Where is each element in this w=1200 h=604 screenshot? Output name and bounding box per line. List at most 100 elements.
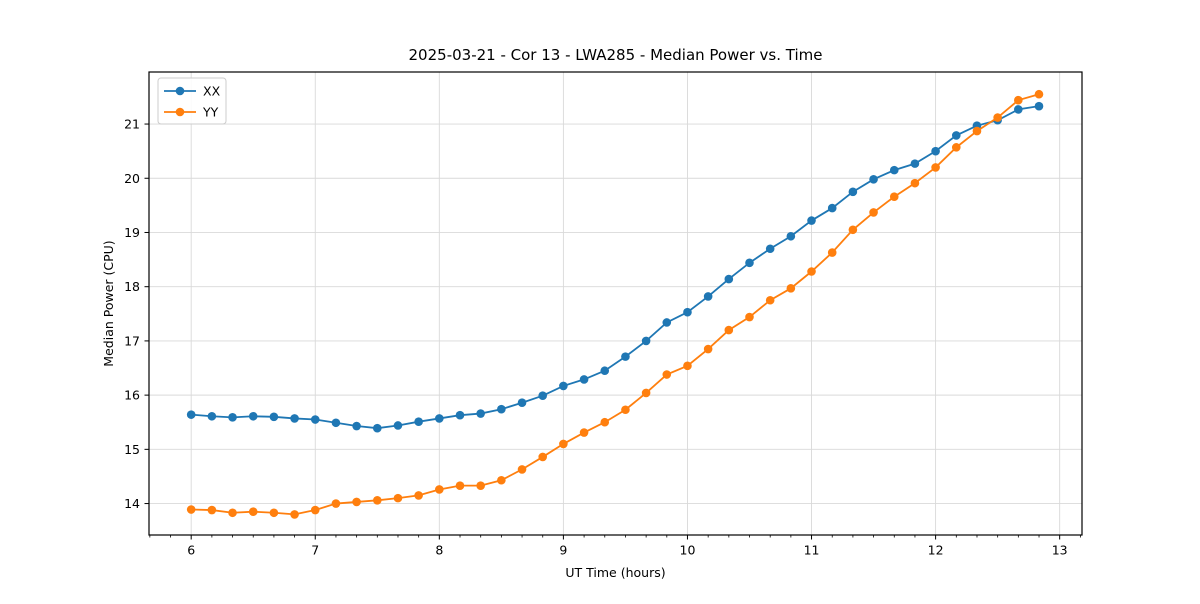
series-yy-point <box>352 497 361 507</box>
series-xx-point <box>765 244 775 254</box>
series-xx-point <box>393 421 403 430</box>
series-yy-point <box>269 508 279 518</box>
series-xx-point <box>827 203 837 213</box>
series-yy-point <box>455 481 465 490</box>
x-tick-label: 6 <box>187 543 195 558</box>
series-yy-point <box>910 178 920 188</box>
series-xx-point <box>538 391 548 400</box>
series-yy-point <box>517 465 527 474</box>
series-xx-point <box>517 398 527 408</box>
series-xx-point <box>807 216 816 225</box>
series-yy-point <box>972 126 982 136</box>
series-yy-point <box>703 344 713 354</box>
y-axis-label: Median Power (CPU) <box>101 240 116 366</box>
series-yy-point <box>290 510 299 519</box>
series-yy-point <box>228 508 237 518</box>
x-tick-label: 8 <box>435 543 443 558</box>
series-xx-point <box>1034 101 1044 111</box>
series-xx-line <box>191 105 1040 430</box>
y-tick-label: 17 <box>124 333 140 348</box>
x-tick-label: 9 <box>559 543 567 558</box>
series-yy-point <box>951 143 961 152</box>
series-xx-point <box>910 159 920 168</box>
series-xx-point <box>310 415 320 424</box>
series-yy-point <box>186 505 196 514</box>
series-yy-point <box>372 496 382 505</box>
series-yy-point <box>331 499 341 508</box>
series-yy-point <box>786 284 796 293</box>
y-tick-label: 14 <box>124 496 140 511</box>
series-xx-point <box>786 231 796 241</box>
series-xx-point <box>683 307 692 317</box>
x-tick-label: 12 <box>928 543 944 558</box>
series-yy-point <box>683 361 692 371</box>
series-xx-point <box>579 375 589 384</box>
series-yy-point <box>724 325 734 335</box>
series-xx-point <box>1014 105 1023 114</box>
series-yy-point <box>827 248 837 257</box>
series-yy-point <box>248 507 258 516</box>
series-yy-point <box>807 267 816 276</box>
series-yy-point <box>889 192 899 201</box>
series-yy-point <box>559 439 568 449</box>
x-tick-label: 13 <box>1052 543 1068 558</box>
series-yy-point <box>579 428 589 437</box>
series-xx-point <box>269 412 279 422</box>
series-yy-point <box>993 113 1002 122</box>
series-xx-point <box>186 410 196 419</box>
series-xx-point <box>662 318 672 327</box>
series-yy-point <box>641 388 651 398</box>
series-xx-point <box>207 411 217 421</box>
x-tick-label: 11 <box>804 543 820 558</box>
series-xx-point <box>621 352 630 361</box>
series-yy-point <box>497 475 506 485</box>
series-xx-point <box>745 258 754 268</box>
y-tick-label: 20 <box>124 171 140 186</box>
series-xx-point <box>724 274 734 284</box>
series-yy-point <box>310 505 320 515</box>
y-tick-label: 21 <box>124 117 140 132</box>
series-xx-point <box>228 413 237 422</box>
series-xx-point <box>931 146 940 156</box>
series-yy-point <box>621 405 630 415</box>
series-yy-line <box>191 93 1040 516</box>
series-xx-point <box>414 417 423 426</box>
series-xx-point <box>559 381 568 391</box>
series-xx-point <box>290 414 299 423</box>
series-yy-point <box>869 208 878 217</box>
legend-label-xx: XX <box>203 84 221 99</box>
series-yy-point <box>393 493 403 503</box>
series-yy-point <box>414 491 423 500</box>
series-yy-point <box>207 505 217 515</box>
series-yy-point <box>931 163 940 172</box>
chart-title: 2025-03-21 - Cor 13 - LWA285 - Median Po… <box>409 46 823 64</box>
series-yy-point <box>745 312 754 322</box>
series-xx-point <box>641 336 651 346</box>
series-xx-point <box>352 421 361 431</box>
x-tick-label: 10 <box>680 543 696 558</box>
legend-marker <box>175 107 185 117</box>
series-xx-point <box>248 411 258 421</box>
y-tick-label: 18 <box>124 279 140 294</box>
series-yy-point <box>538 452 548 462</box>
series-yy-point <box>600 417 610 427</box>
series-xx-point <box>600 366 610 376</box>
series-yy-point <box>435 485 444 494</box>
x-tick-label: 7 <box>311 543 319 558</box>
series-yy-point <box>476 481 485 490</box>
series-yy-point <box>662 370 672 379</box>
series-xx-point <box>435 414 444 423</box>
legend-label-yy: YY <box>202 105 219 120</box>
plot-border <box>148 71 1083 536</box>
series-yy-point <box>1014 95 1023 105</box>
y-tick-label: 19 <box>124 225 140 240</box>
series-xx-point <box>869 175 878 184</box>
series-xx-point <box>848 187 858 197</box>
series-xx-point <box>889 165 899 175</box>
series-xx-point <box>497 404 506 414</box>
series-xx-point <box>372 423 382 433</box>
series-xx-point <box>476 409 485 418</box>
series-yy-point <box>848 225 858 235</box>
